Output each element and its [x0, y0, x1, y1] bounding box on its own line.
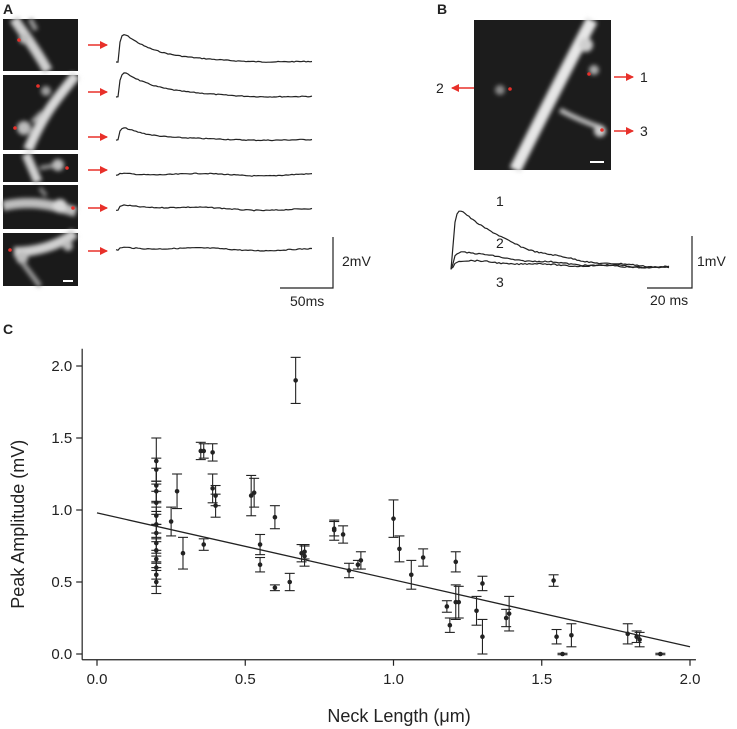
- y-tick-label: 0.0: [51, 646, 72, 663]
- data-point: [444, 617, 455, 633]
- panel-b-scale-voltage: 1mV: [697, 253, 726, 269]
- data-point: [269, 505, 280, 530]
- data-point: [471, 595, 482, 626]
- data-point: [249, 477, 260, 508]
- trace-a-4: [115, 172, 313, 177]
- data-point: [198, 538, 209, 551]
- panel-b-scale-bar: 1mV 20 ms: [647, 236, 726, 308]
- trace-b-1: [450, 210, 670, 270]
- y-tick-label: 0.5: [51, 574, 72, 591]
- data-point: [450, 551, 461, 573]
- data-point: [557, 651, 568, 657]
- panel-a-scale-bar: 2mV 50ms: [280, 237, 371, 309]
- x-tick-label: 0.5: [235, 671, 256, 688]
- data-point: [246, 474, 257, 517]
- data-point: [210, 493, 221, 518]
- data-point: [453, 585, 464, 619]
- panel-b-trace-label-3: 3: [496, 274, 504, 290]
- data-point: [284, 572, 295, 592]
- x-tick-label: 2.0: [680, 671, 701, 688]
- data-point: [551, 628, 562, 645]
- data-point: [477, 618, 488, 655]
- panel-b-spine-label-1: 1: [640, 69, 648, 85]
- panel-a-micrograph-3: [3, 152, 78, 184]
- data-point: [207, 443, 218, 462]
- data-point: [299, 545, 310, 567]
- panel-a-micrograph-2: [3, 71, 80, 152]
- data-point: [655, 651, 666, 657]
- panel-a-label: A: [3, 1, 13, 17]
- data-point: [177, 536, 188, 570]
- panel-b: B 2 1 3 1 2 3: [436, 1, 726, 308]
- fit-line: [96, 512, 691, 648]
- panel-b-micrograph: [474, 17, 611, 173]
- y-axis-label: Peak Amplitude (mV): [8, 440, 28, 609]
- data-point: [166, 506, 177, 537]
- data-point: [172, 473, 183, 510]
- data-point: [344, 562, 355, 579]
- data-point: [255, 533, 266, 556]
- panel-b-scale-time: 20 ms: [650, 292, 688, 308]
- y-tick-label: 1.0: [51, 502, 72, 519]
- data-point: [566, 623, 577, 648]
- x-axis-label: Neck Length (μm): [327, 706, 470, 726]
- x-tick-label: 1.5: [531, 671, 552, 688]
- data-point: [504, 595, 515, 632]
- data-point: [394, 535, 405, 563]
- panel-b-spine-label-3: 3: [640, 123, 648, 139]
- data-point: [622, 623, 633, 645]
- scale-bar: [63, 280, 73, 282]
- scale-bar: [590, 161, 604, 163]
- data-point: [634, 631, 645, 648]
- trace-a-3: [115, 127, 313, 142]
- panel-b-trace-label-1: 1: [496, 193, 504, 209]
- data-point: [477, 575, 488, 592]
- trace-b-3: [450, 259, 670, 270]
- data-point: [388, 499, 399, 538]
- trace-a-5: [115, 204, 313, 212]
- panel-a-traces: [115, 34, 313, 252]
- x-tick-label: 1.0: [383, 671, 404, 688]
- data-point: [290, 356, 301, 404]
- data-point: [329, 520, 340, 537]
- panel-a-scale-time: 50ms: [290, 293, 324, 309]
- panel-b-trace-label-2: 2: [496, 235, 504, 251]
- panel-c-chart: 0.0 0.5 1.0 1.5 2.0 0.0 0.5 1.0 1.5 2.0 Neck Lengt…: [8, 348, 701, 726]
- panel-a-micrograph-5: [3, 228, 79, 288]
- panel-c-label: C: [3, 321, 13, 337]
- panel-a-micrograph-4: [1, 185, 78, 229]
- data-point: [418, 548, 429, 567]
- panel-b-traces: [450, 210, 670, 270]
- data-point: [198, 443, 209, 459]
- x-tick-label: 0.0: [87, 671, 108, 688]
- panel-b-arrows: [451, 73, 634, 135]
- trace-a-1: [115, 34, 313, 63]
- data-point: [269, 584, 280, 592]
- data-point: [441, 600, 452, 613]
- panel-a-micrograph-1: [3, 16, 78, 74]
- data-point: [338, 525, 349, 544]
- data-point: [207, 473, 218, 504]
- data-point: [406, 559, 417, 590]
- y-tick-label: 2.0: [51, 358, 72, 375]
- data-point: [151, 569, 162, 595]
- panel-a: A: [1, 1, 371, 309]
- panel-a-arrows: [88, 41, 108, 255]
- trace-a-6: [115, 246, 313, 252]
- y-tick-label: 1.5: [51, 430, 72, 447]
- data-point: [355, 551, 366, 570]
- panel-c: C 0.0 0.5 1.0 1.5 2.0 0.0 0.5 1.0 1.5 2.0 Neck Len…: [3, 321, 700, 726]
- panel-a-scale-voltage: 2mV: [342, 253, 371, 269]
- data-point: [255, 556, 266, 573]
- trace-a-2: [115, 72, 313, 98]
- panel-b-spine-label-2: 2: [436, 80, 444, 96]
- panel-b-label: B: [437, 1, 447, 17]
- data-point: [548, 574, 559, 587]
